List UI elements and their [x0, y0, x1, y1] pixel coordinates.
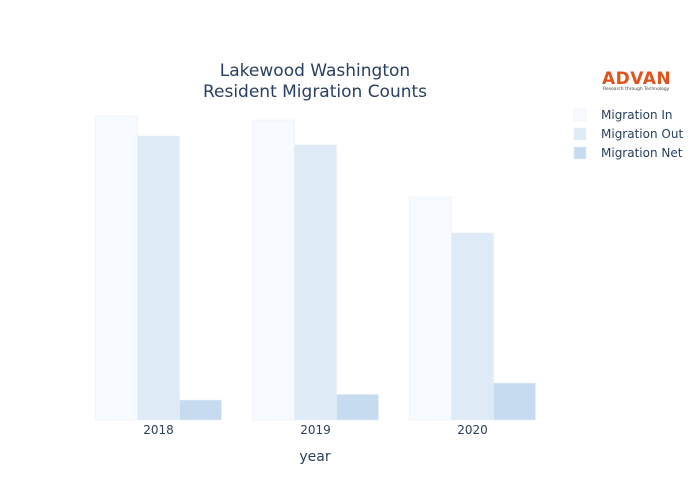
- x-tick-label: 2019: [300, 423, 331, 437]
- bar-migration-in-2018[interactable]: [95, 115, 138, 421]
- legend-label: Migration Net: [601, 146, 683, 160]
- legend-swatch: [573, 127, 587, 141]
- legend-swatch: [573, 146, 587, 160]
- legend-item-migration-net[interactable]: Migration Net: [573, 146, 683, 160]
- logo-wordmark: ADVAN: [602, 69, 671, 89]
- legend-item-migration-out[interactable]: Migration Out: [573, 127, 683, 141]
- bar-migration-net-2020[interactable]: [493, 382, 536, 421]
- legend-swatch: [573, 108, 587, 122]
- advan-logo: ADVAN Research through Technology: [602, 69, 671, 92]
- bar-migration-in-2019[interactable]: [252, 119, 295, 421]
- x-axis-label: year: [299, 449, 330, 465]
- logo-tagline: Research through Technology: [603, 86, 670, 92]
- bar-migration-net-2018[interactable]: [179, 399, 222, 421]
- bar-migration-in-2020[interactable]: [409, 196, 452, 421]
- x-tick-label: 2020: [457, 423, 488, 437]
- legend[interactable]: Migration In Migration Out Migration Net: [573, 108, 683, 160]
- chart-title-line-1: Lakewood Washington: [220, 61, 410, 81]
- legend-label: Migration Out: [601, 127, 683, 141]
- legend-label: Migration In: [601, 108, 673, 122]
- bar-migration-out-2019[interactable]: [294, 144, 337, 421]
- bar-migration-out-2018[interactable]: [137, 135, 180, 421]
- bar-migration-net-2019[interactable]: [336, 394, 379, 421]
- legend-item-migration-in[interactable]: Migration In: [573, 108, 673, 122]
- x-tick-label: 2018: [143, 423, 174, 437]
- chart-title-line-2: Resident Migration Counts: [203, 82, 427, 102]
- bar-migration-out-2020[interactable]: [451, 232, 494, 421]
- plot-area: [95, 115, 536, 421]
- x-axis-ticks: 2018 2019 2020: [143, 423, 488, 437]
